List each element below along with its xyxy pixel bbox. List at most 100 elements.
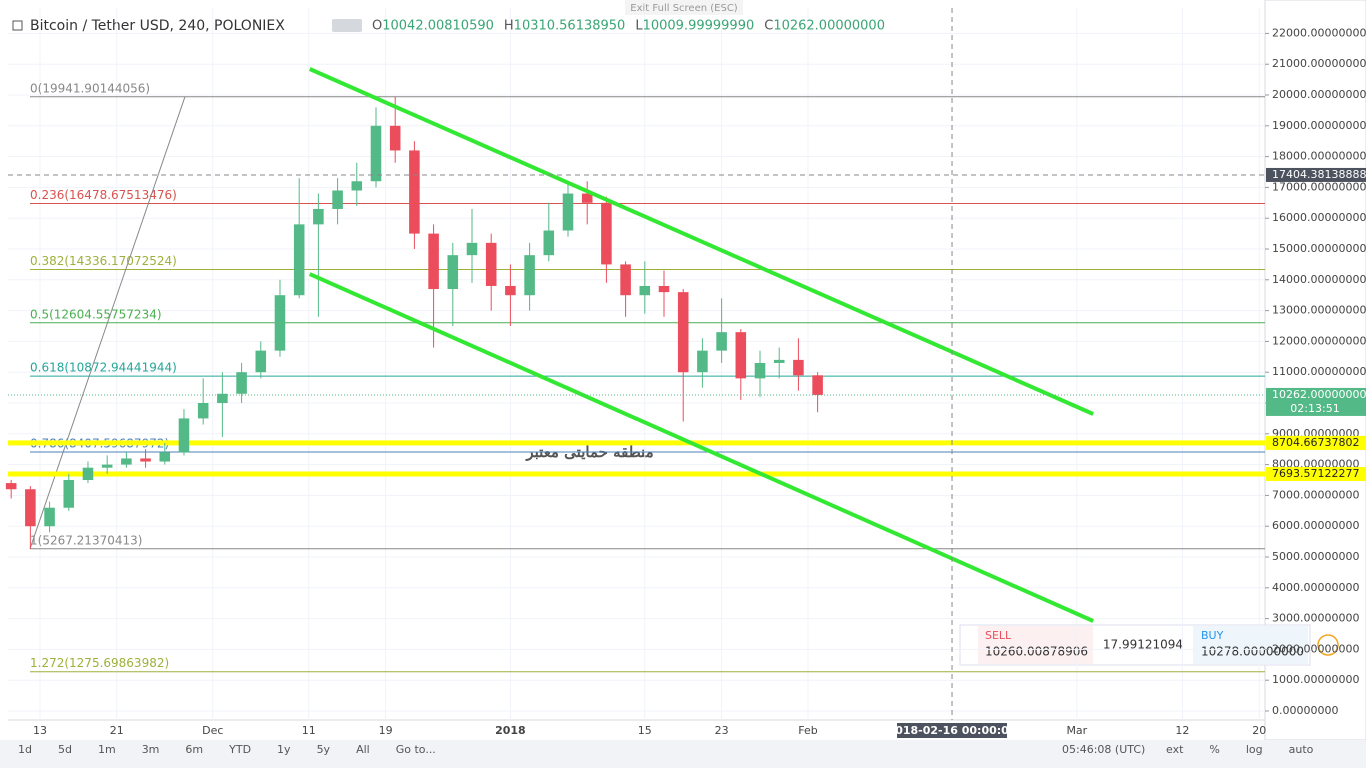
ohlc-key: L <box>635 19 643 34</box>
fib-label: 1.272(1275.69863982) <box>30 656 169 670</box>
range-button[interactable]: 1d <box>18 743 32 756</box>
clock: 05:46:08 (UTC) <box>1062 743 1145 756</box>
candle-body <box>332 190 343 209</box>
support-price-box <box>1266 467 1366 482</box>
x-tick-label: 2018 <box>495 724 526 737</box>
candle-body <box>313 208 324 225</box>
x-tick-label: 15 <box>638 724 652 737</box>
exit-hint: Exit Full Screen (ESC) <box>630 3 738 14</box>
candle-body <box>754 362 766 379</box>
ohlc-value: 10262.00000000 <box>773 19 885 34</box>
fib-label: 0.382(14336.17072524) <box>30 254 177 268</box>
range-button[interactable]: 5y <box>317 743 331 756</box>
range-button[interactable]: All <box>356 743 370 756</box>
fib-label: 1(5267.21370413) <box>30 533 142 547</box>
sell-label: SELL <box>985 629 1012 642</box>
candle-body <box>293 224 305 296</box>
y-tick-label: 22000.00000000 <box>1272 26 1366 39</box>
y-tick-label: 18000.00000000 <box>1272 150 1366 163</box>
range-button[interactable]: YTD <box>228 743 251 756</box>
buy-label: BUY <box>1201 629 1224 642</box>
ohlc-value: 10042.00810590 <box>382 19 494 34</box>
support-price-box <box>1266 435 1366 450</box>
fib-label: 0.618(10872.94441944) <box>30 361 177 375</box>
x-tick-label: 11 <box>302 724 316 737</box>
candle-body <box>370 125 382 182</box>
candle-body <box>485 242 497 286</box>
x-tick-label: Dec <box>202 724 223 737</box>
crosshair-x-box <box>897 723 1008 738</box>
option-button[interactable]: ext <box>1166 743 1184 756</box>
candle-body <box>639 285 651 296</box>
x-tick-label: 12 <box>1175 724 1189 737</box>
y-tick-label: 15000.00000000 <box>1272 242 1366 255</box>
x-tick-label: 20 <box>1252 724 1266 737</box>
last-price-label: 10262.00000000 <box>1272 388 1366 401</box>
candle-body <box>447 255 459 290</box>
fib-label: 0.236(16478.67513476) <box>30 188 177 202</box>
y-tick-label: 16000.00000000 <box>1272 211 1366 224</box>
candle-body <box>44 507 55 527</box>
candle-body <box>581 193 593 203</box>
sell-price: 10260.00878906 <box>985 645 1088 659</box>
y-tick-label: 3000.00000000 <box>1272 612 1359 625</box>
candle-body <box>159 452 171 462</box>
info-icon[interactable] <box>1317 634 1339 656</box>
y-tick-label: 0.00000000 <box>1272 704 1338 717</box>
x-tick-label: 23 <box>715 724 729 737</box>
candle-body <box>63 480 75 508</box>
candle-body <box>197 403 209 419</box>
ohlc-key: O <box>372 19 382 34</box>
range-button[interactable]: 5d <box>58 743 72 756</box>
option-button[interactable]: log <box>1246 743 1263 756</box>
crosshair-y-box <box>1266 167 1366 182</box>
candle-body <box>409 150 420 234</box>
option-button[interactable]: % <box>1209 743 1219 756</box>
ohlc-key: C <box>764 19 773 34</box>
y-tick-label: 6000.00000000 <box>1272 519 1359 532</box>
candle-body <box>601 202 612 265</box>
candle-body <box>255 350 267 373</box>
x-tick-label: Mar <box>1066 724 1087 737</box>
range-button[interactable]: 1y <box>277 743 291 756</box>
x-tick-label: 19 <box>379 724 393 737</box>
settings-icons[interactable] <box>332 19 362 32</box>
candle-body <box>351 181 363 191</box>
buy-box[interactable] <box>1193 626 1308 664</box>
candle-body <box>543 230 555 256</box>
trade-panel: SELL 10260.00878906 17.99121094 BUY 1027… <box>959 624 1339 666</box>
range-button[interactable]: 1m <box>98 743 116 756</box>
candle-body <box>466 242 478 256</box>
support-price-label: 8704.66737802 <box>1272 436 1359 449</box>
collapse-icon[interactable] <box>12 20 23 31</box>
option-button[interactable]: auto <box>1289 743 1314 756</box>
y-tick-label: 7000.00000000 <box>1272 488 1359 501</box>
candle-body <box>677 292 689 373</box>
y-tick-label: 11000.00000000 <box>1272 365 1366 378</box>
buy-price: 10278.00000000 <box>1201 645 1304 659</box>
candle-body <box>236 372 247 394</box>
candle-body <box>25 489 36 527</box>
range-button[interactable]: 3m <box>142 743 160 756</box>
candle-body <box>505 285 516 296</box>
support-price-label: 7693.57122277 <box>1272 467 1359 480</box>
y-tick-label: 4000.00000000 <box>1272 581 1359 594</box>
candle-body <box>178 418 190 453</box>
sell-box[interactable] <box>978 626 1093 664</box>
exit-hint-box <box>625 0 743 15</box>
candle-body <box>620 264 631 296</box>
y-tick-label: 1000.00000000 <box>1272 673 1359 686</box>
goto-button[interactable]: Go to... <box>396 743 436 756</box>
price-axis <box>1264 0 1366 741</box>
candle-body <box>658 285 670 293</box>
range-button[interactable]: 6m <box>185 743 203 756</box>
symbol-title[interactable]: Bitcoin / Tether USD, 240, POLONIEX <box>30 18 285 34</box>
channel-line <box>308 272 1094 623</box>
ohlc-value: 10009.99999990 <box>643 19 755 34</box>
y-tick-label: 19000.00000000 <box>1272 119 1366 132</box>
y-tick-label: 2000.00000000 <box>1272 642 1359 655</box>
candle-body <box>5 483 17 490</box>
candle-body <box>773 359 785 363</box>
